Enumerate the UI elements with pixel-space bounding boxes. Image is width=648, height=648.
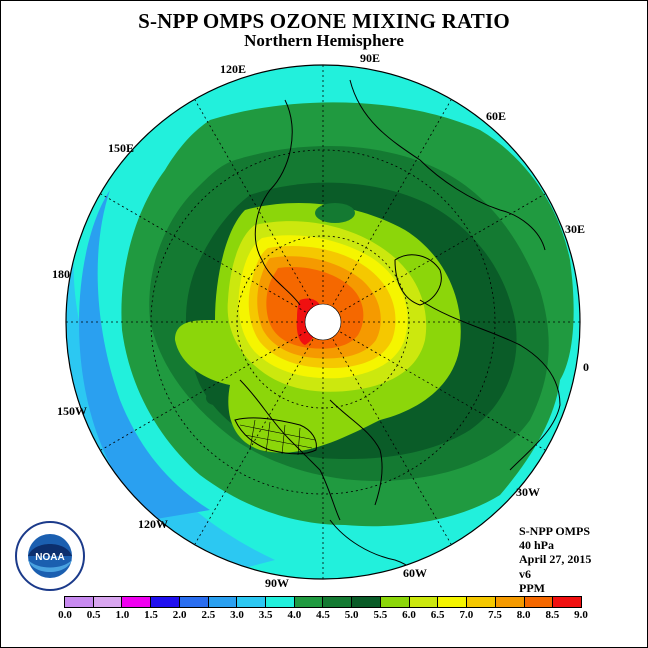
colorbar-segment [380,597,410,607]
instrument-label: S-NPP OMPS [519,524,590,538]
logo-bird [28,544,72,556]
lon-label-60w: 60W [403,566,427,580]
contour-blob-5-0 [206,391,224,405]
colorbar-tick-label: 4.0 [287,609,302,621]
colorbar-segment [323,597,353,607]
lon-label-90e: 90E [360,51,380,65]
contour-band-2-5 [79,190,210,520]
grid-line [239,424,316,441]
colorbar-tick-label: 4.5 [316,609,330,621]
pressure-level-label: 40 hPa [519,538,555,553]
grid-line [244,434,313,449]
lon-label-150w: 150W [57,404,87,418]
colorbar-tick-label: 8.5 [545,609,560,621]
colorbar-segment [266,597,295,607]
map-subtitle: Northern Hemisphere [244,31,404,50]
coastline-africa-europe [419,299,561,471]
colorbar-segment [294,597,324,607]
coastlines [234,79,561,579]
graticule [66,65,580,579]
pole-no-data [304,303,342,341]
colorbar-segment [179,597,209,607]
us-state-grid [239,419,316,456]
colorbar-segment [352,597,381,607]
date-label: April 27, 2015 [519,552,592,567]
ozone-contour-field [66,65,580,579]
noaa-logo-icon: NOAA [15,521,85,591]
colorbar-tick-label: 3.0 [230,609,244,621]
colorbar-segment [409,597,439,607]
lon-label-90w: 90W [265,576,289,590]
coastline-usa [234,417,317,455]
grid-line [281,424,286,455]
grid-line [297,427,301,456]
units-label: PPM [519,580,545,595]
colorbar-tick-label: 0.5 [86,609,101,621]
colorbar [64,596,582,608]
colorbar-segment [208,597,238,607]
colorbar-tick-label: 1.0 [115,609,130,621]
lon-label-120e: 120E [220,62,246,76]
lon-label-150e: 150E [108,141,134,155]
colorbar-tick-label: 2.5 [201,609,216,621]
contour-blob-4-5 [315,203,355,223]
colorbar-segment [65,597,94,607]
colorbar-tick-label: 6.5 [430,609,445,621]
colorbar-tick-label: 7.5 [488,609,502,621]
map-title: S-NPP OMPS OZONE MIXING RATIO [138,9,510,33]
colorbar-segment [151,597,180,607]
grid-line [265,421,271,453]
colorbar-tick-label: 3.5 [258,609,273,621]
lon-label-120w: 120W [138,517,168,531]
map-boundary [65,64,581,580]
colorbar-tick-label: 5.0 [344,609,359,621]
logo-text: NOAA [35,552,64,563]
colorbar-segment [438,597,468,607]
colorbar-tick-label: 1.5 [144,609,158,621]
coastline-asia-south [349,79,546,251]
grid-line [249,419,256,451]
coastline-greenland-atlantic [329,399,383,506]
coastline-caspian [394,254,442,306]
colorbar-segment [93,597,123,607]
colorbar-segment [237,597,267,607]
lon-label-60e: 60E [486,109,506,123]
colorbar-segment [122,597,152,607]
coastline-asia-east [254,99,301,306]
lon-label-180: 180 [52,267,70,281]
colorbar-tick-label: 7.0 [459,609,474,621]
colorbar-tick-label: 9.0 [574,609,588,621]
metadata-block: S-NPP OMPS 40 hPa April 27, 2015 v6 PPM [519,524,591,595]
colorbar-segment [524,597,554,607]
colorbar-segment [553,597,581,607]
colorbar-tick-label: 6.0 [402,609,416,621]
colorbar-tick-label: 0.0 [58,609,72,621]
lon-label-0: 0 [583,360,589,374]
lon-label-30e: 30E [565,222,585,236]
colorbar-tick-label: 2.0 [172,609,187,621]
version-label: v6 [519,566,531,581]
logo-wave [28,560,72,572]
colorbar-tick-label: 8.0 [516,609,531,621]
colorbar-segment [495,597,525,607]
colorbar-segment [467,597,496,607]
colorbar-tick-label: 5.5 [373,609,388,621]
lon-label-30w: 30W [516,485,540,499]
